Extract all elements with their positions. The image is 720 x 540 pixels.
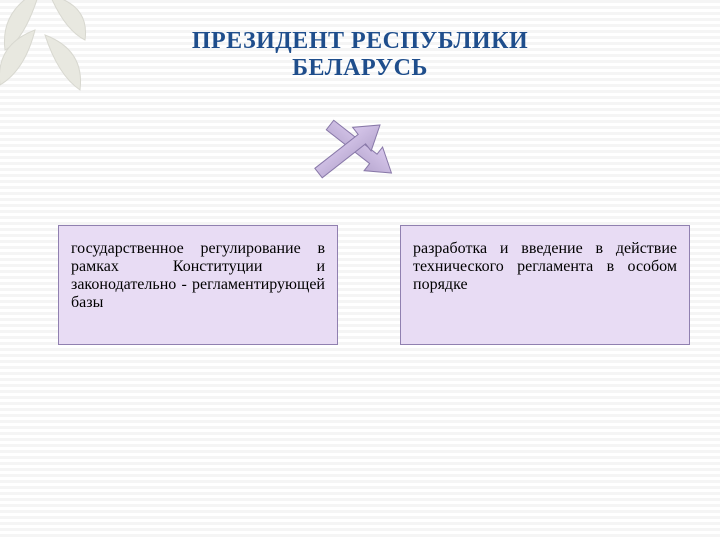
- box-left: государственное регулирование в рамках К…: [58, 225, 338, 345]
- arrows: [260, 115, 460, 210]
- title-line-1: ПРЕЗИДЕНТ РЕСПУБЛИКИ: [0, 28, 720, 55]
- box-right-text: разработка и введение в действие техниче…: [413, 240, 677, 293]
- box-left-text: государственное регулирование в рамках К…: [71, 240, 325, 311]
- title-line-2: БЕЛАРУСЬ: [0, 55, 720, 82]
- page-title: ПРЕЗИДЕНТ РЕСПУБЛИКИ БЕЛАРУСЬ: [0, 28, 720, 82]
- box-right: разработка и введение в действие техниче…: [400, 225, 690, 345]
